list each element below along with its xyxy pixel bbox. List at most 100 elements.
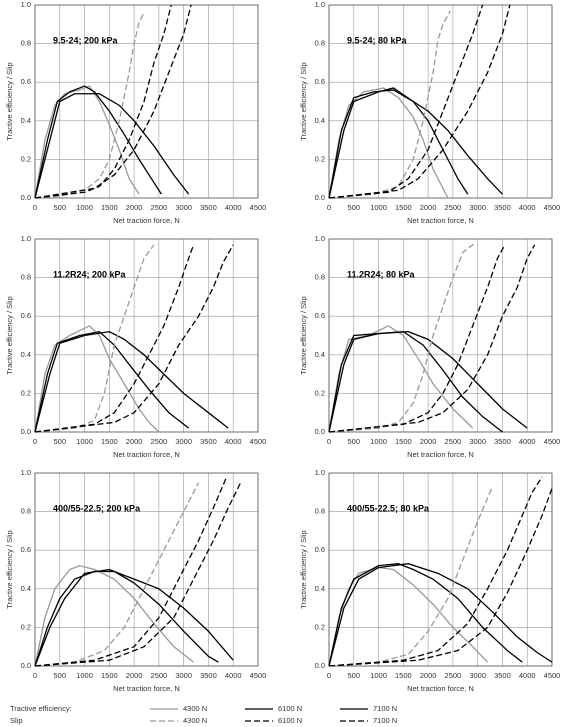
series-line <box>328 242 476 433</box>
x-tick-label: 3000 <box>175 437 192 446</box>
series-line <box>328 87 449 199</box>
legend-label: 7100 N <box>373 704 397 713</box>
x-tick-label: 2500 <box>445 671 462 680</box>
y-tick-label: 1.0 <box>21 0 31 9</box>
y-tick-label: 0.2 <box>21 622 31 631</box>
series-line <box>34 478 227 667</box>
legend-group-label: Tractive efficiency: <box>10 704 72 713</box>
x-tick-label: 2000 <box>126 671 143 680</box>
x-tick-label: 500 <box>54 671 67 680</box>
legend-label: 7100 N <box>373 716 397 725</box>
x-tick-label: 4500 <box>250 437 267 446</box>
x-tick-label: 3500 <box>200 203 217 212</box>
series-line <box>328 330 503 433</box>
y-tick-label: 0.8 <box>315 273 325 282</box>
series-line <box>34 4 192 199</box>
x-tick-label: 1500 <box>101 203 118 212</box>
x-tick-label: 2500 <box>445 203 462 212</box>
y-tick-label: 0.2 <box>315 622 325 631</box>
series-line <box>34 564 194 667</box>
y-tick-label: 0.4 <box>315 350 325 359</box>
y-tick-label: 0.8 <box>21 39 31 48</box>
series-line <box>328 87 503 199</box>
x-axis-label: Net traction force, N <box>407 216 474 225</box>
plot-frame <box>328 238 553 433</box>
series-line <box>328 325 474 433</box>
series-line <box>328 244 506 433</box>
x-axis-label: Net traction force, N <box>113 684 180 693</box>
x-tick-label: 3500 <box>494 671 511 680</box>
series-line <box>34 325 160 433</box>
x-tick-label: 3000 <box>175 671 192 680</box>
y-axis-label: Tractive efficiency / Slip <box>299 296 308 374</box>
x-tick-label: 1500 <box>395 203 412 212</box>
series-line <box>328 244 536 433</box>
x-tick-label: 2000 <box>420 203 437 212</box>
plot-frame <box>328 4 553 199</box>
legend-group-label: Slip <box>10 716 23 725</box>
x-tick-label: 2500 <box>151 437 168 446</box>
y-tick-label: 0.6 <box>21 311 31 320</box>
y-tick-label: 0.8 <box>315 507 325 516</box>
y-tick-label: 0.6 <box>315 545 325 554</box>
series-line <box>328 563 523 667</box>
y-tick-label: 0.6 <box>315 311 325 320</box>
series-line <box>34 482 242 667</box>
chart-title: 9.5-24; 200 kPa <box>53 35 119 45</box>
x-tick-label: 1500 <box>101 437 118 446</box>
series-line <box>328 4 484 199</box>
x-tick-label: 1500 <box>101 671 118 680</box>
chart-title: 400/55-22.5; 200 kPa <box>53 503 141 513</box>
series-line <box>34 330 229 433</box>
x-tick-label: 1500 <box>395 437 412 446</box>
x-tick-label: 2500 <box>151 203 168 212</box>
x-axis-label: Net traction force, N <box>113 216 180 225</box>
x-tick-label: 2000 <box>420 671 437 680</box>
series-line <box>328 486 494 667</box>
x-tick-label: 0 <box>33 671 37 680</box>
y-tick-label: 1.0 <box>21 468 31 477</box>
x-tick-label: 1000 <box>370 671 387 680</box>
x-tick-label: 0 <box>33 437 37 446</box>
series-line <box>34 568 234 667</box>
x-tick-label: 3000 <box>469 437 486 446</box>
series-line <box>328 476 543 667</box>
y-tick-label: 0.8 <box>21 507 31 516</box>
x-axis-label: Net traction force, N <box>407 450 474 459</box>
series-line <box>34 93 190 199</box>
y-tick-label: 0.2 <box>315 154 325 163</box>
y-tick-label: 0.2 <box>21 388 31 397</box>
y-tick-label: 0.0 <box>21 193 31 202</box>
x-axis-label: Net traction force, N <box>407 684 474 693</box>
x-axis-label: Net traction force, N <box>113 450 180 459</box>
x-tick-label: 0 <box>327 671 331 680</box>
x-tick-label: 3500 <box>200 437 217 446</box>
y-tick-label: 0.2 <box>21 154 31 163</box>
y-tick-label: 1.0 <box>315 0 325 9</box>
x-tick-label: 3500 <box>494 203 511 212</box>
y-tick-label: 0.4 <box>315 116 325 125</box>
x-tick-label: 500 <box>348 671 361 680</box>
x-tick-label: 1000 <box>76 203 93 212</box>
y-tick-label: 0.0 <box>21 427 31 436</box>
x-tick-label: 4500 <box>250 203 267 212</box>
x-tick-label: 1500 <box>395 671 412 680</box>
plot-frame <box>34 238 259 433</box>
x-tick-label: 4500 <box>544 437 561 446</box>
y-tick-label: 0.0 <box>315 427 325 436</box>
y-tick-label: 1.0 <box>315 468 325 477</box>
x-tick-label: 1000 <box>76 671 93 680</box>
y-tick-label: 0.6 <box>21 77 31 86</box>
series-line <box>328 10 451 199</box>
y-tick-label: 0.4 <box>21 116 31 125</box>
chart-title: 11.2R24; 200 kPa <box>53 269 127 279</box>
x-tick-label: 2000 <box>126 437 143 446</box>
series-line <box>34 85 162 199</box>
x-tick-label: 1000 <box>370 437 387 446</box>
legend-label: 4300 N <box>183 704 207 713</box>
series-line <box>34 330 190 433</box>
x-tick-label: 3000 <box>175 203 192 212</box>
legend-label: 4300 N <box>183 716 207 725</box>
y-axis-label: Tractive efficiency / Slip <box>5 62 14 140</box>
x-tick-label: 2500 <box>151 671 168 680</box>
